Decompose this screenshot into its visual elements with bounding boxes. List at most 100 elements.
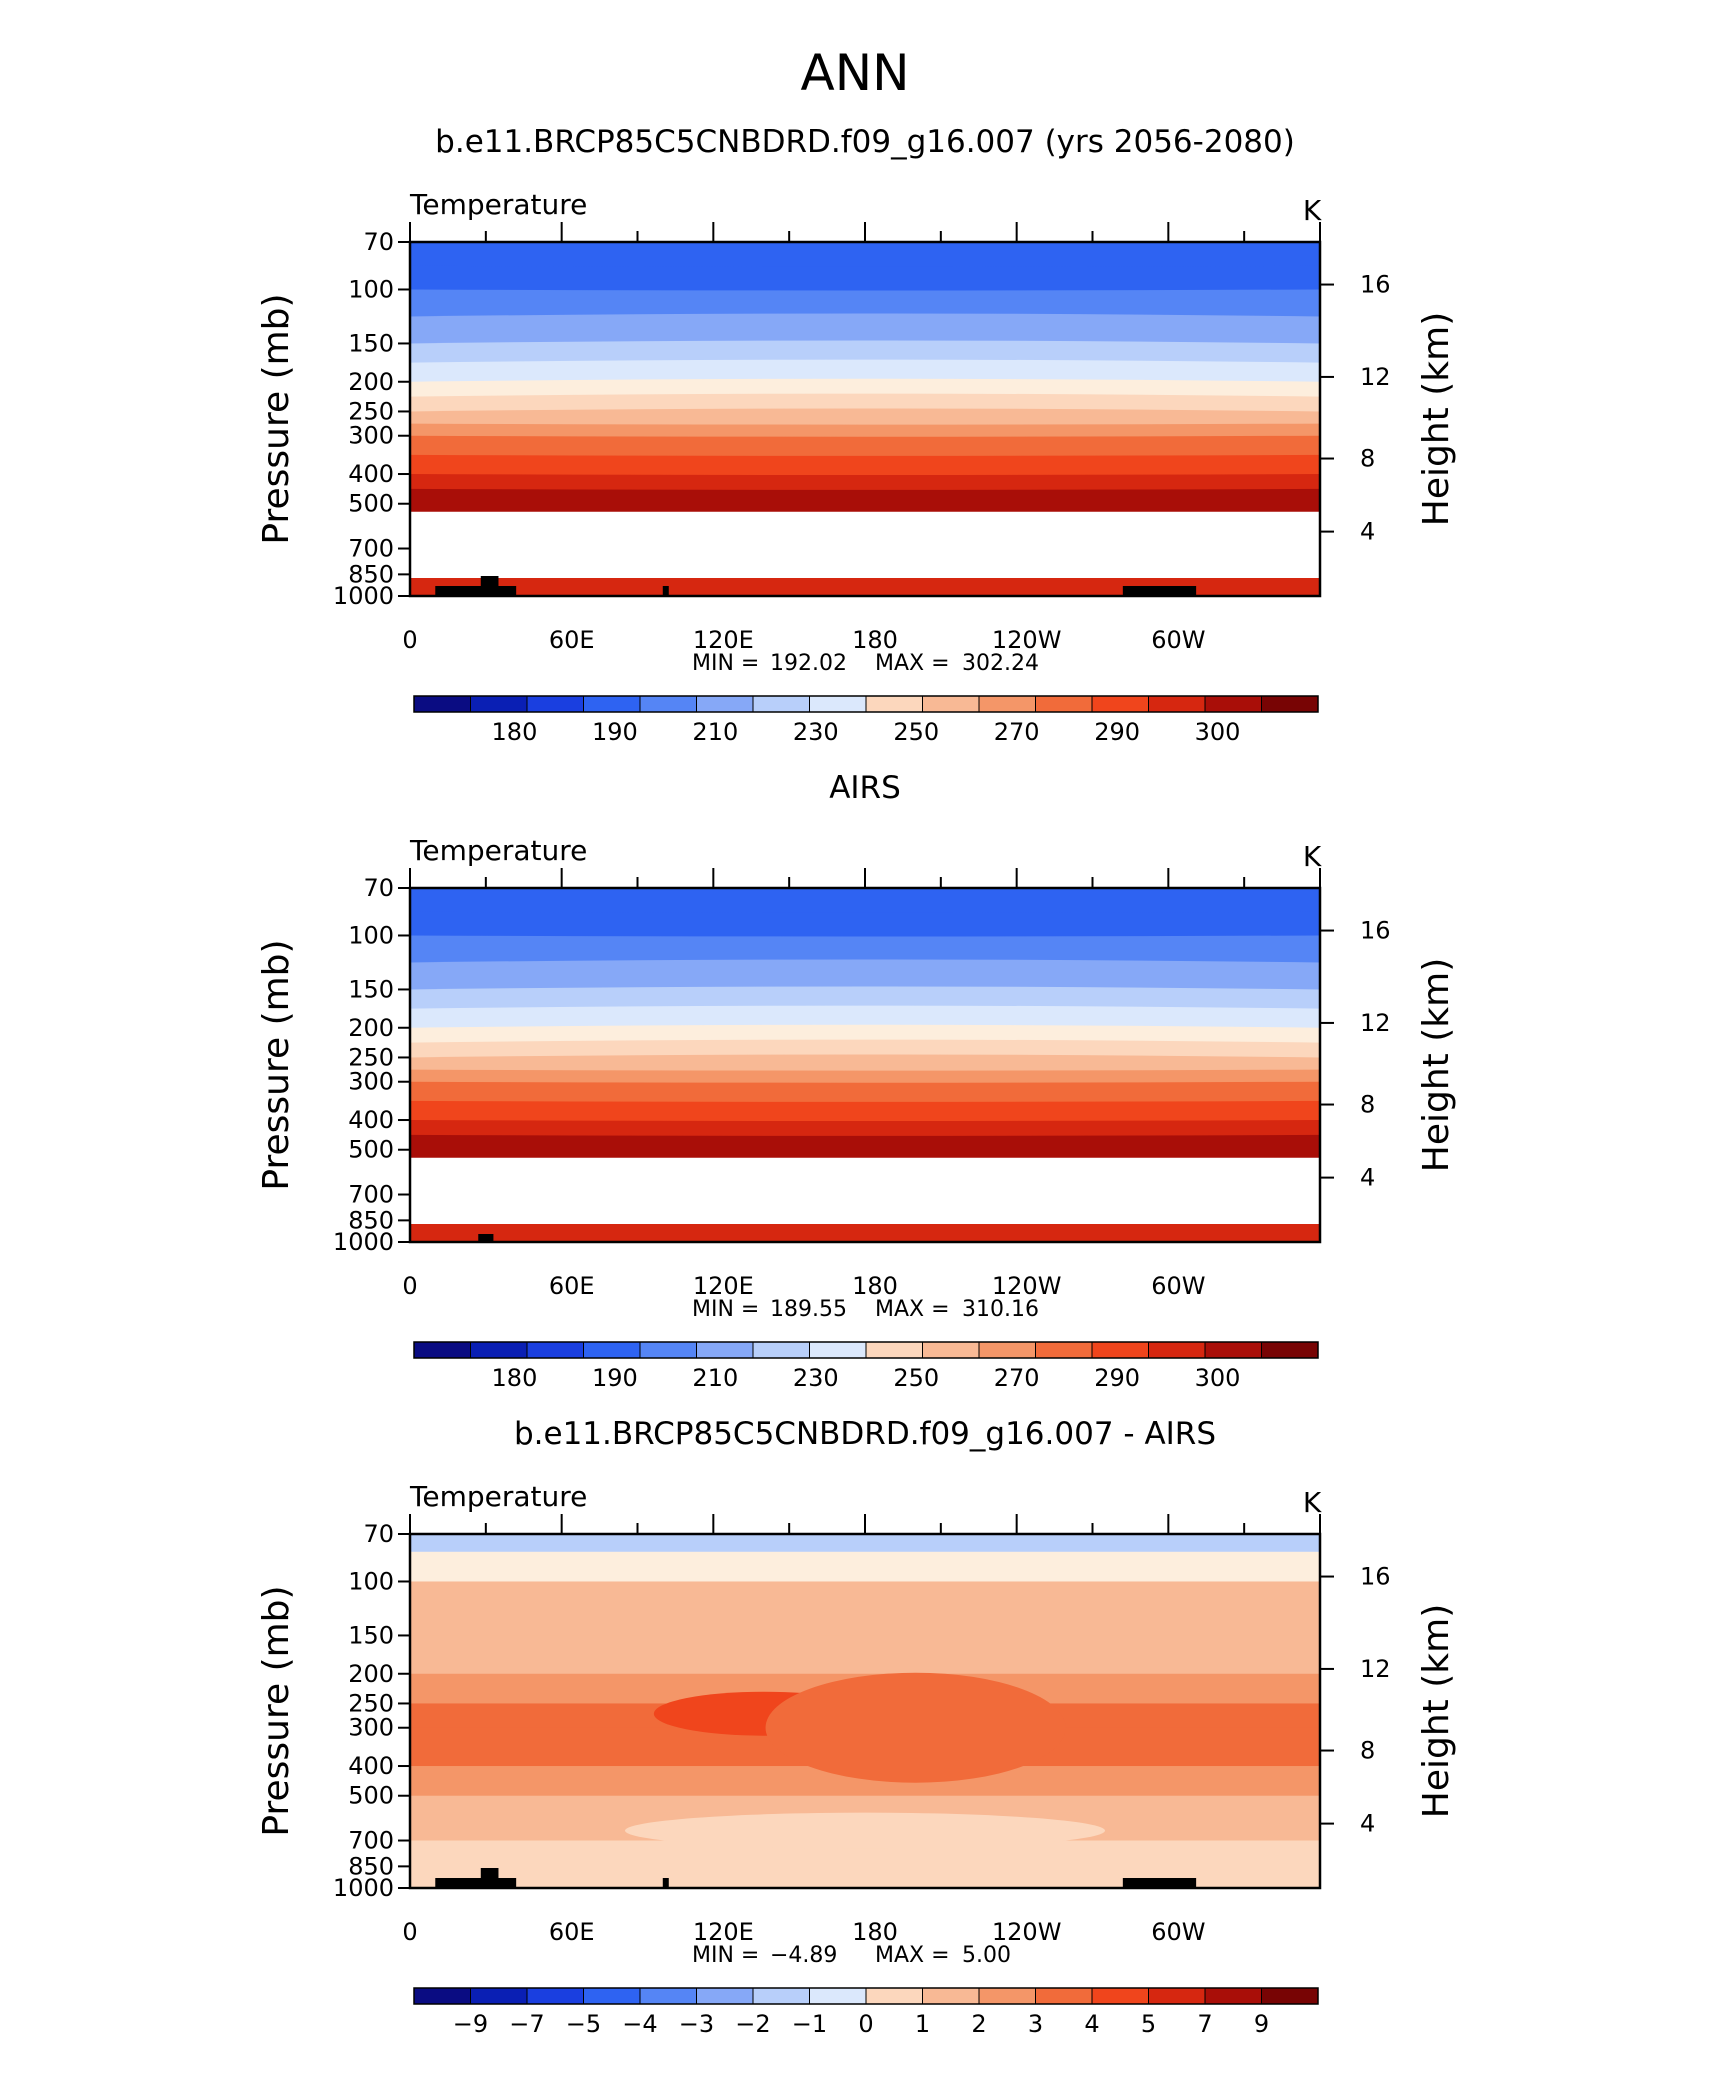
x-tick-label: 120W <box>992 1272 1062 1300</box>
field-label: Temperature <box>409 188 587 221</box>
colorbar-swatch <box>809 695 867 713</box>
max-label: MAX = <box>875 651 950 676</box>
right-tick-label: 4 <box>1360 518 1375 546</box>
colorbar-swatch <box>639 1341 697 1359</box>
y-tick-label: 70 <box>363 874 394 902</box>
colorbar-label: 270 <box>994 1364 1040 1392</box>
y-tick-label: 250 <box>348 1043 394 1071</box>
colorbar-swatch <box>752 1341 810 1359</box>
colorbar-label: 300 <box>1195 1364 1241 1392</box>
y-tick-label: 500 <box>348 490 394 518</box>
colorbar-label: 230 <box>793 1364 839 1392</box>
right-tick-label: 8 <box>1360 445 1375 473</box>
chart-panel-2: AIRS Temperature K 0 60E 120E 180 120W 60W 70 100 1… <box>256 770 1457 1392</box>
x-tick-label: 180 <box>852 1272 898 1300</box>
contour-field <box>410 242 1320 596</box>
colorbar-swatch <box>526 695 584 713</box>
x-tick-label: 120W <box>992 1918 1062 1946</box>
colorbar-label: −3 <box>679 2010 714 2038</box>
colorbar-swatch <box>752 695 810 713</box>
contour-field <box>410 888 1320 1242</box>
colorbar-label: −4 <box>622 2010 657 2038</box>
colorbar-swatch <box>583 695 641 713</box>
contour-band <box>410 1635 1320 1675</box>
min-label: MIN = <box>692 1297 759 1322</box>
x-tick-label: 60E <box>549 626 595 654</box>
colorbar-swatch <box>1035 1987 1093 2005</box>
y-tick-label: 200 <box>348 368 394 396</box>
y-tick-label: 850 <box>348 1206 394 1234</box>
contour-band <box>410 265 1320 298</box>
land-mask <box>662 1878 669 1888</box>
colorbar-label: 2 <box>971 2010 986 2038</box>
y-axis-title: Pressure (mb) <box>256 1585 297 1836</box>
y-tick-label: 850 <box>348 1852 394 1880</box>
contour-band <box>410 242 1320 274</box>
colorbar-swatch <box>752 1987 810 2005</box>
chart-panel-1: b.e11.BRCP85C5CNBDRD.f09_g16.007 (yrs 20… <box>256 124 1457 746</box>
land-mask <box>478 1234 494 1242</box>
colorbar-label: 9 <box>1254 2010 1269 2038</box>
colorbar-label: 0 <box>858 2010 873 2038</box>
right-tick-label: 8 <box>1360 1091 1375 1119</box>
colorbar-swatch <box>696 1341 754 1359</box>
y-tick-label: 400 <box>348 460 394 488</box>
x-tick-label: 120E <box>693 1918 754 1946</box>
colorbar-label: −9 <box>453 2010 488 2038</box>
colorbar-swatch <box>1035 1341 1093 1359</box>
min-value: 189.55 <box>770 1297 847 1322</box>
colorbar-swatch <box>470 695 528 713</box>
max-label: MAX = <box>875 1943 950 1968</box>
colorbar-swatch <box>809 1341 867 1359</box>
right-tick-label: 4 <box>1360 1810 1375 1838</box>
colorbar-label: 250 <box>893 718 939 746</box>
contour-field <box>410 1534 1320 1888</box>
colorbar-swatch <box>470 1341 528 1359</box>
max-value: 5.00 <box>962 1943 1011 1968</box>
y-tick-label: 100 <box>348 1567 394 1595</box>
colorbar-swatch <box>922 1341 980 1359</box>
units-label: K <box>1303 194 1322 227</box>
colorbar-swatch <box>1204 1341 1262 1359</box>
y-tick-label: 400 <box>348 1106 394 1134</box>
land-mask <box>480 576 499 588</box>
contour-band <box>410 1224 1320 1242</box>
colorbar-label: 3 <box>1028 2010 1043 2038</box>
colorbar-label: 7 <box>1197 2010 1212 2038</box>
x-tick-label: 60W <box>1151 1272 1205 1300</box>
x-tick-label: 120E <box>693 626 754 654</box>
colorbar-label: 1 <box>915 2010 930 2038</box>
panel-title: b.e11.BRCP85C5CNBDRD.f09_g16.007 (yrs 20… <box>435 124 1295 160</box>
colorbar-swatch <box>809 1987 867 2005</box>
colorbar-swatch <box>1035 695 1093 713</box>
contour-band <box>410 911 1320 944</box>
y-tick-label: 700 <box>348 1827 394 1855</box>
max-value: 302.24 <box>962 651 1039 676</box>
y-axis-title-right: Height (km) <box>1416 312 1457 526</box>
field-label: Temperature <box>409 1480 587 1513</box>
contour-band <box>410 1534 1320 1553</box>
colorbar-swatch <box>1204 695 1262 713</box>
y-tick-label: 700 <box>348 1181 394 1209</box>
x-tick-label: 60E <box>549 1272 595 1300</box>
land-mask <box>1122 1878 1197 1888</box>
colorbar-frame <box>413 1341 1319 1359</box>
min-value: 192.02 <box>770 651 847 676</box>
x-tick-label: 0 <box>402 626 417 654</box>
colorbar-label: −1 <box>792 2010 827 2038</box>
land-mask <box>662 586 669 596</box>
colorbar-swatch <box>413 1341 471 1359</box>
y-tick-label: 400 <box>348 1752 394 1780</box>
colorbar-swatch <box>865 1341 923 1359</box>
y-tick-label: 200 <box>348 1014 394 1042</box>
colorbar-label: 270 <box>994 718 1040 746</box>
colorbar-label: 5 <box>1141 2010 1156 2038</box>
x-tick-label: 180 <box>852 626 898 654</box>
colorbar-label: 290 <box>1094 1364 1140 1392</box>
right-tick-label: 16 <box>1360 1563 1391 1591</box>
colorbar-swatch <box>978 1987 1036 2005</box>
colorbar-swatch <box>1091 695 1149 713</box>
x-tick-label: 120E <box>693 1272 754 1300</box>
y-tick-label: 300 <box>348 1068 394 1096</box>
colorbar-swatch <box>413 695 471 713</box>
